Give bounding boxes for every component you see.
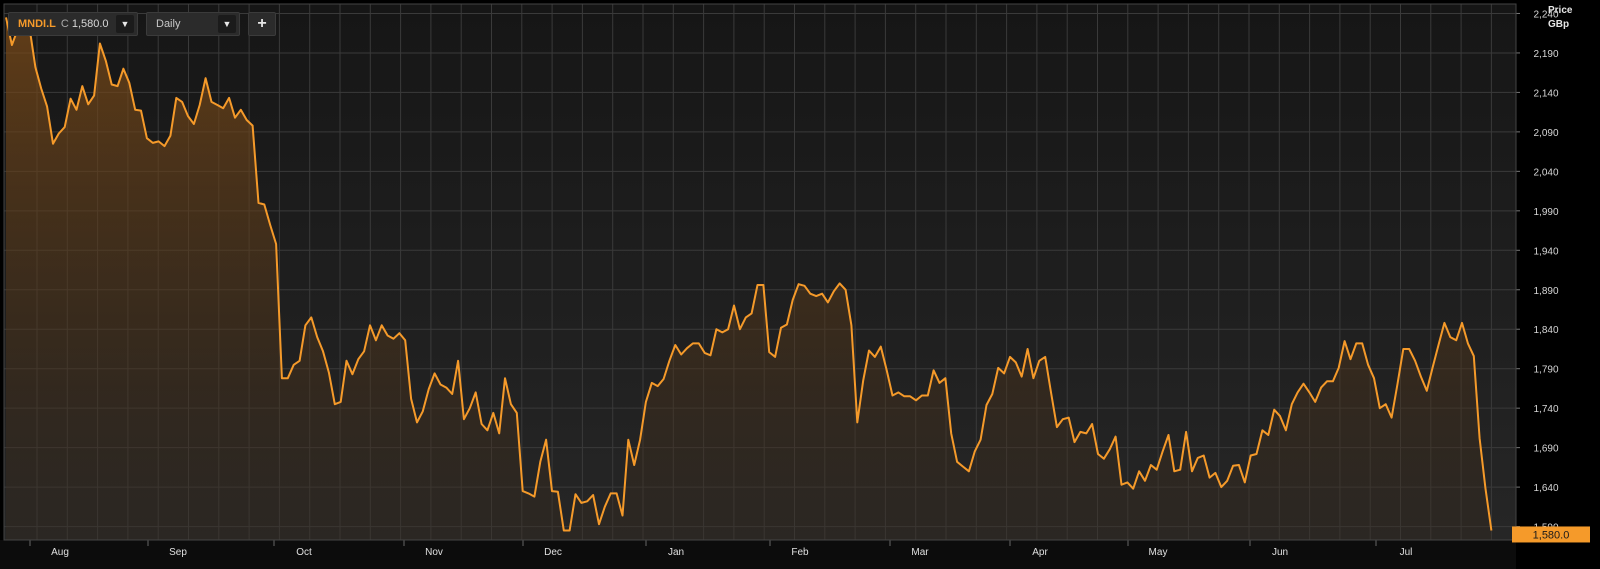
y-tick-label: 2,190 xyxy=(1533,49,1558,60)
y-tick-label: 2,140 xyxy=(1533,88,1558,99)
y-tick-label: 1,940 xyxy=(1533,246,1558,257)
price-area xyxy=(6,17,1492,540)
x-tick-label: Feb xyxy=(791,547,809,558)
ticker-label: MNDI.L xyxy=(18,18,56,30)
plot-frame xyxy=(3,3,1517,541)
y-tick-label: 1,690 xyxy=(1533,444,1558,455)
x-tick-label: May xyxy=(1149,547,1168,558)
y-tick-label: 1,740 xyxy=(1533,404,1558,415)
last-price-label: 1,580.0 xyxy=(1533,529,1570,541)
chevron-down-icon[interactable]: ▼ xyxy=(218,15,236,33)
x-tick-label: Nov xyxy=(425,547,443,558)
time-axis-panel xyxy=(0,540,1516,569)
y-tick-label: 2,240 xyxy=(1533,9,1558,20)
y-tick-label: 2,090 xyxy=(1533,128,1558,139)
y-tick-label: 1,890 xyxy=(1533,286,1558,297)
axis-title: Price xyxy=(1548,5,1573,16)
add-button[interactable]: + xyxy=(248,12,276,36)
price-axis-panel xyxy=(1516,0,1600,569)
interval-selector[interactable]: Daily ▼ xyxy=(146,12,240,36)
y-tick-label: 1,840 xyxy=(1533,325,1558,336)
x-tick-label: Jul xyxy=(1400,547,1413,558)
close-value: 1,580.0 xyxy=(71,18,109,30)
x-tick-label: Jun xyxy=(1272,547,1288,558)
price-line xyxy=(5,17,1493,532)
chart-toolbar: MNDI.L C 1,580.0 ▼ Daily ▼ + xyxy=(8,12,276,36)
chevron-down-icon[interactable]: ▼ xyxy=(116,15,134,33)
x-tick-label: Jan xyxy=(668,547,684,558)
y-tick-label: 1,990 xyxy=(1533,207,1558,218)
x-tick-label: Dec xyxy=(544,547,562,558)
last-price-badge xyxy=(1512,526,1590,543)
y-tick-label: 2,040 xyxy=(1533,167,1558,178)
interval-label: Daily xyxy=(156,18,181,30)
y-tick-label: 1,790 xyxy=(1533,365,1558,376)
x-tick-label: Sep xyxy=(169,547,187,558)
symbol-selector[interactable]: MNDI.L C 1,580.0 ▼ xyxy=(8,12,138,36)
x-tick-label: Aug xyxy=(51,547,69,558)
x-tick-label: Apr xyxy=(1032,547,1048,558)
x-tick-label: Oct xyxy=(296,547,312,558)
axis-unit: GBp xyxy=(1548,19,1570,30)
y-tick-label: 1,640 xyxy=(1533,483,1558,494)
x-tick-label: Mar xyxy=(911,547,929,558)
close-prefix: C xyxy=(60,18,69,30)
